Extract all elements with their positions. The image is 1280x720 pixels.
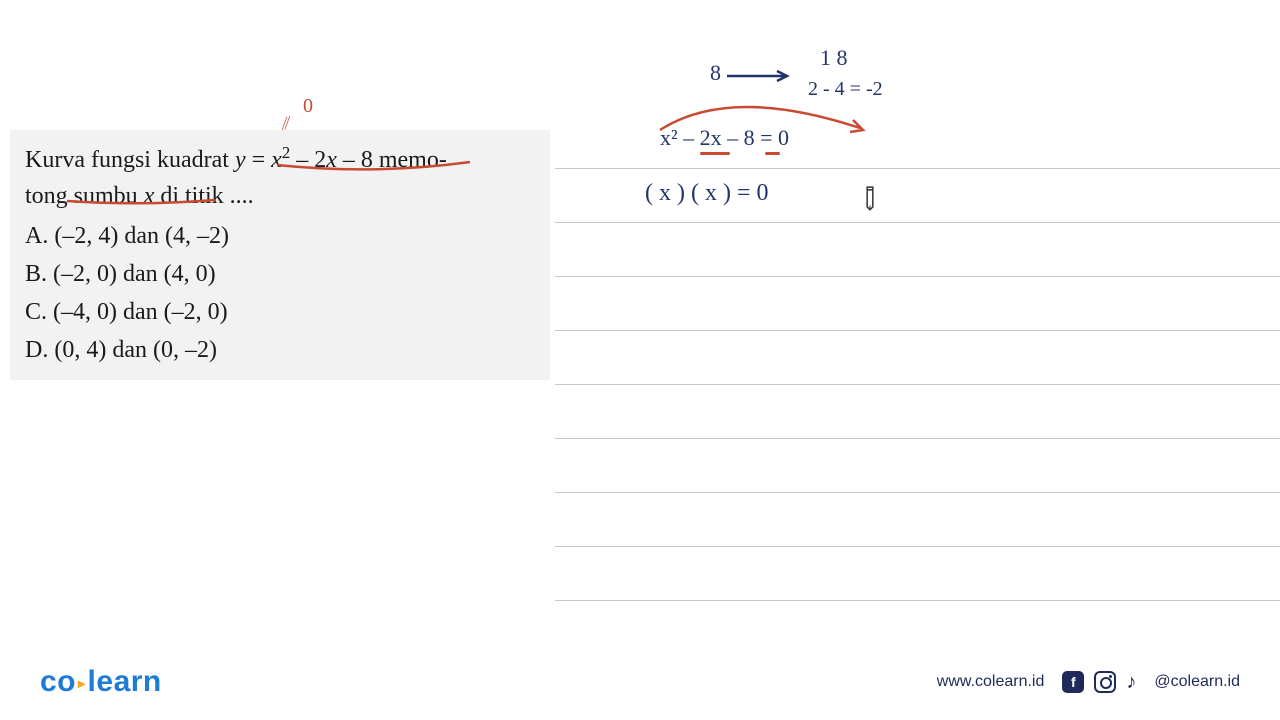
logo-triangle-icon: ▸ xyxy=(78,675,86,692)
hw-factored: ( x ) ( x ) = 0 xyxy=(645,180,769,207)
option-a: A. (–2, 4) dan (4, –2) xyxy=(25,218,535,254)
facebook-icon: f xyxy=(1062,671,1084,693)
hw-equation: x² – 2x – 8 = 0 xyxy=(660,125,789,151)
logo: co▸learn xyxy=(40,665,162,699)
question-line1-prefix: Kurva fungsi kuadrat xyxy=(25,147,235,173)
question-y: y xyxy=(235,147,246,173)
ruled-line xyxy=(555,492,1280,493)
ruled-line xyxy=(555,384,1280,385)
options-list: A. (–2, 4) dan (4, –2) B. (–2, 0) dan (4… xyxy=(25,218,535,368)
option-d: D. (0, 4) dan (0, –2) xyxy=(25,332,535,368)
red-under-8 xyxy=(765,152,780,155)
workspace-area: 8 1 8 2 - 4 = -2 x² – 2x – 8 = 0 ( x ) (… xyxy=(555,0,1280,650)
pencil-cursor-icon xyxy=(853,180,887,214)
option-c: C. (–4, 0) dan (–2, 0) xyxy=(25,294,535,330)
social-icons: f ♪ xyxy=(1062,671,1136,694)
ruled-line xyxy=(555,330,1280,331)
footer: co▸learn www.colearn.id f ♪ @colearn.id xyxy=(0,662,1280,702)
footer-right: www.colearn.id f ♪ @colearn.id xyxy=(937,671,1240,694)
tiktok-icon: ♪ xyxy=(1126,671,1136,694)
hw-one-eight: 1 8 xyxy=(820,45,848,71)
ruled-line xyxy=(555,600,1280,601)
option-b: B. (–2, 0) dan (4, 0) xyxy=(25,256,535,292)
logo-co: co xyxy=(40,665,76,698)
ruled-line xyxy=(555,438,1280,439)
ruled-line xyxy=(555,546,1280,547)
logo-learn: learn xyxy=(88,665,162,698)
footer-url: www.colearn.id xyxy=(937,673,1045,691)
ruled-line xyxy=(555,168,1280,169)
hw-eight: 8 xyxy=(710,60,721,86)
ruled-line xyxy=(555,276,1280,277)
red-underline-equation xyxy=(275,160,475,180)
red-underline-sumbu xyxy=(65,196,220,211)
red-under-2x xyxy=(700,152,730,155)
ruled-line xyxy=(555,222,1280,223)
question-eq: = xyxy=(246,147,272,173)
arrow-eight xyxy=(725,68,805,88)
instagram-icon xyxy=(1094,671,1116,693)
annotation-zero: 0 xyxy=(303,95,313,118)
footer-handle: @colearn.id xyxy=(1154,673,1240,691)
